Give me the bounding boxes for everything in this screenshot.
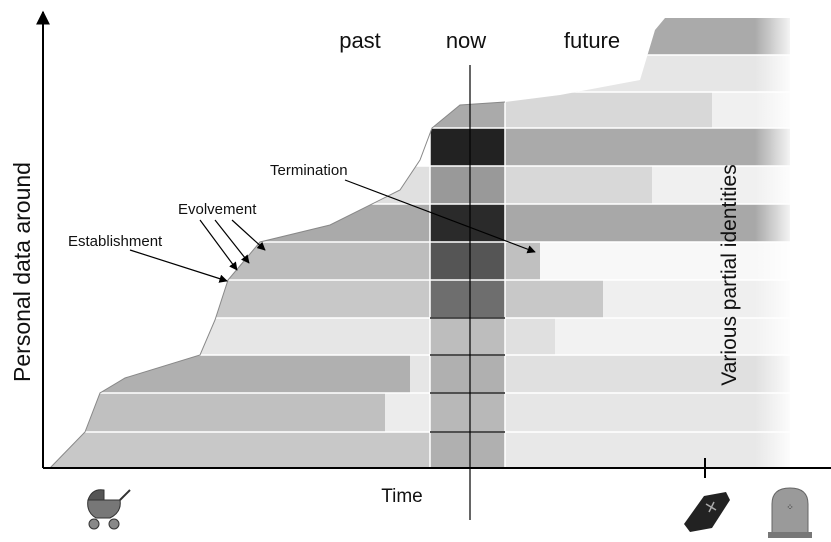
arrows xyxy=(129,179,536,283)
identities-label: Various partial identities xyxy=(718,164,741,385)
pram-icon xyxy=(87,489,131,530)
fade-end xyxy=(795,10,831,470)
past-label: past xyxy=(339,28,381,53)
tombstone-mark: ⁘ xyxy=(786,502,794,512)
evolvement-label: Evolvement xyxy=(178,201,257,218)
fade xyxy=(755,10,795,470)
y-axis-label: Personal data around xyxy=(9,162,35,382)
establishment-label: Establishment xyxy=(68,233,163,250)
now-label: now xyxy=(446,28,486,53)
future-label: future xyxy=(564,28,620,53)
x-axis-label: Time xyxy=(381,486,423,507)
coffin-icon xyxy=(684,492,730,532)
tombstone-icon: ⁘ xyxy=(768,487,812,538)
termination-label: Termination xyxy=(270,162,348,179)
